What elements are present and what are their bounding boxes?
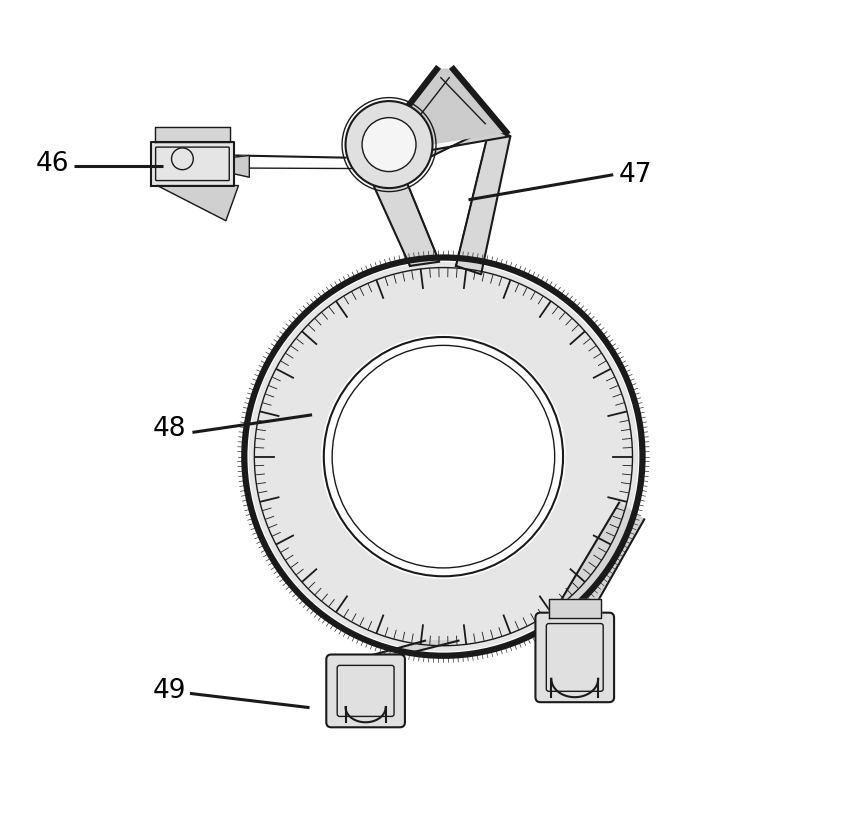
FancyBboxPatch shape <box>326 654 404 727</box>
Circle shape <box>361 117 415 172</box>
Text: 48: 48 <box>153 416 187 442</box>
Polygon shape <box>154 127 230 142</box>
Polygon shape <box>456 128 510 274</box>
FancyBboxPatch shape <box>535 613 614 702</box>
Polygon shape <box>157 185 238 220</box>
Polygon shape <box>331 660 399 722</box>
Polygon shape <box>363 128 510 171</box>
Polygon shape <box>363 162 439 266</box>
Polygon shape <box>557 503 643 609</box>
Polygon shape <box>249 262 636 651</box>
Text: 49: 49 <box>153 678 187 704</box>
Polygon shape <box>234 156 249 177</box>
Polygon shape <box>549 599 600 618</box>
Polygon shape <box>150 142 234 185</box>
Text: 47: 47 <box>619 162 652 188</box>
Polygon shape <box>371 70 506 153</box>
Polygon shape <box>355 641 458 660</box>
Text: 46: 46 <box>36 151 69 177</box>
Circle shape <box>345 101 432 188</box>
